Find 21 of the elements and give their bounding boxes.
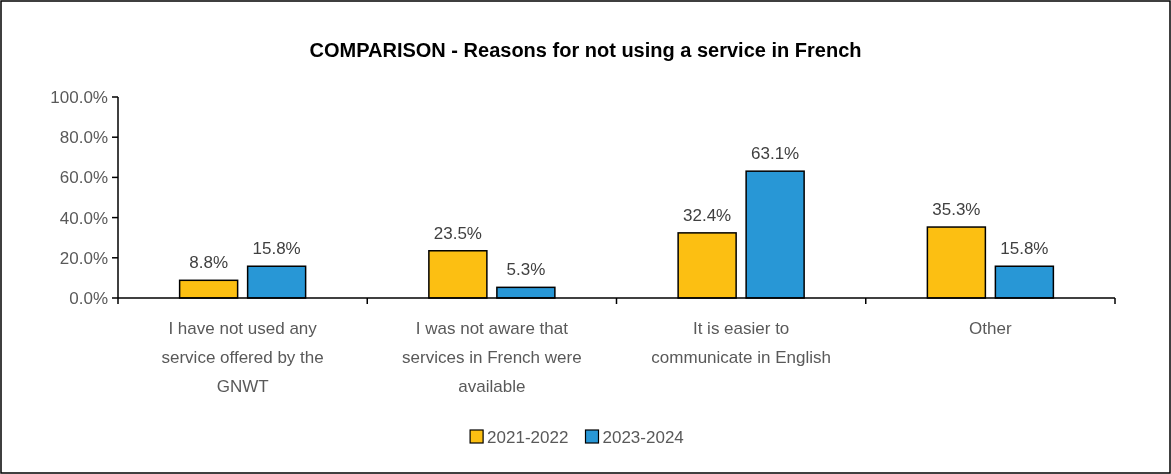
data-label: 63.1%: [751, 144, 800, 164]
legend-label: 2021-2022: [487, 427, 569, 447]
data-label: 15.8%: [1000, 239, 1049, 259]
chart-title: COMPARISON - Reasons for not using a service in French: [309, 39, 862, 61]
data-label: 15.8%: [252, 239, 301, 259]
data-label: 23.5%: [433, 223, 482, 243]
x-tick-label: Other: [969, 319, 1012, 338]
data-label: 35.3%: [932, 200, 981, 220]
x-tick-label: I have not used any service offered by the GNWT: [161, 319, 324, 396]
legend-label: 2023-2024: [602, 427, 684, 447]
data-label: 32.4%: [683, 205, 732, 225]
y-tick-label: 100.0%: [50, 87, 108, 107]
y-tick-label: 0.0%: [69, 288, 108, 308]
data-label: 8.8%: [189, 253, 228, 273]
y-tick-label: 20.0%: [59, 248, 108, 268]
x-tick-label: I was not aware that services in French were available: [402, 319, 582, 396]
x-tick-label: It is easier to communicate in English: [651, 319, 831, 367]
data-label: 5.3%: [506, 260, 546, 280]
y-tick-label: 80.0%: [59, 128, 108, 148]
y-tick-label: 40.0%: [59, 208, 108, 228]
y-tick-label: 60.0%: [59, 168, 108, 188]
